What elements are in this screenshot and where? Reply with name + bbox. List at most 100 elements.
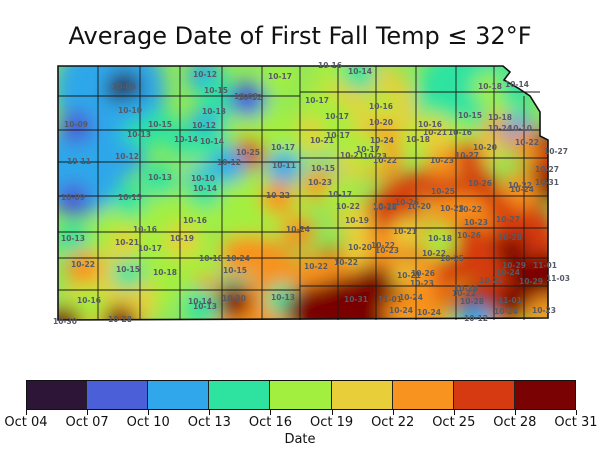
colorbar-tick-label: Oct 04 <box>4 415 48 430</box>
county-date-label: 10-28 <box>460 297 484 306</box>
colorbar-tick-label: Oct 07 <box>65 415 109 430</box>
field-blob <box>343 66 377 91</box>
field-blob <box>351 135 385 169</box>
county-date-label: 10-05 <box>112 82 136 91</box>
colorbar-tick-mark <box>331 410 333 415</box>
county-date-label: 10-21 <box>115 238 139 247</box>
colorbar-tick-label: Oct 19 <box>309 415 354 430</box>
colorbar-label: Date <box>284 432 316 447</box>
county-date-label: 10-13 <box>271 293 295 302</box>
county-date-label: 10-24 <box>370 136 394 145</box>
field-blob <box>473 72 507 106</box>
county-date-label: 10-23 <box>440 204 464 213</box>
county-date-label: 10-16 <box>183 216 207 225</box>
field-blob <box>366 231 400 265</box>
colorbar-tick-mark <box>514 410 516 415</box>
county-date-label: 10-10 <box>191 174 215 183</box>
county-date-label: 10-09 <box>64 120 88 129</box>
field-blob <box>229 82 263 116</box>
county-date-label: 10-25 <box>479 276 503 285</box>
field-blob <box>148 258 182 292</box>
county-date-label: 10-14 <box>505 80 529 89</box>
county-date-label: 10-16 <box>318 61 342 70</box>
county-date-label: 10-11 <box>67 157 91 166</box>
county-date-label: 10-18 <box>488 113 512 122</box>
county-date-label: 10-20 <box>407 202 431 211</box>
county-date-label: 10-15 <box>223 266 247 275</box>
county-date-label: 10-22 <box>336 202 360 211</box>
colorbar-tick-label: Oct 31 <box>554 415 598 430</box>
county-date-label: 10-17 <box>356 145 380 154</box>
field-blob <box>459 304 493 320</box>
county-date-label: 10-22 <box>452 289 476 298</box>
county-date-label: 10-23 <box>375 246 399 255</box>
field-blob <box>285 290 325 320</box>
county-date-label: 10-23 <box>430 156 454 165</box>
field-blob <box>110 142 144 176</box>
field-blob <box>412 298 446 320</box>
county-date-label: 10-27 <box>535 165 559 174</box>
colorbar-segment <box>270 380 332 410</box>
county-date-label: 10-22 <box>304 262 328 271</box>
field-blob <box>72 286 106 320</box>
county-date-label: 10-19 <box>345 216 369 225</box>
county-date-label: 10-23 <box>363 152 387 161</box>
county-date-label: 10-14 <box>174 135 198 144</box>
colorbar-tick-label: Oct 13 <box>187 415 231 430</box>
county-date-label: 10-15 <box>116 265 140 274</box>
field-blob <box>58 183 90 217</box>
temperature-field <box>58 66 548 320</box>
county-date-label: 10-22 <box>373 202 397 211</box>
county-date-label: 11-01 <box>498 296 522 305</box>
field-blob <box>323 180 357 214</box>
county-date-label: 10-25 <box>440 254 464 263</box>
field-blob <box>113 183 147 217</box>
county-date-label: 10-21 <box>423 128 447 137</box>
county-date-label: 10-18 <box>153 268 177 277</box>
field-blob <box>58 224 90 258</box>
county-labels: 10-16 10-05 10-12 10-15 10-17 10-14 10-12 10-18… <box>53 61 570 326</box>
field-blob <box>503 171 537 205</box>
county-date-label: 10-23 <box>532 306 556 315</box>
colorbar-segment <box>453 380 515 410</box>
county-date-label: 10-15 <box>118 193 142 202</box>
field-blob <box>169 125 203 159</box>
colorbar-tick-mark <box>87 410 89 415</box>
county-date-label: 10-10 <box>118 106 142 115</box>
county-date-label: 10-24 <box>496 268 520 277</box>
county-date-label: 10-16 <box>77 296 101 305</box>
county-date-label: 10-19 <box>170 234 194 243</box>
field-blob <box>117 76 129 88</box>
county-date-label: 10-24 <box>510 185 534 194</box>
county-date-label: 10-09 <box>234 92 258 101</box>
colorbar-tick-mark <box>26 410 27 415</box>
county-date-label: 10-28 <box>108 315 132 324</box>
field-blob <box>165 224 199 258</box>
county-date-label: 10-28 <box>454 284 478 293</box>
county-date-label: 10-15 <box>148 120 172 129</box>
field-blob <box>263 66 297 96</box>
field-blob <box>212 148 246 182</box>
county-date-label: 10-21 <box>393 227 417 236</box>
county-date-label: 10-22 <box>422 249 446 258</box>
field-blob <box>66 250 100 284</box>
county-date-label: 10-21 <box>340 151 364 160</box>
colorbar-tick-mark <box>270 410 272 415</box>
kansas-map: 10-16 10-05 10-12 10-15 10-17 10-14 10-12 10-18… <box>53 61 570 326</box>
county-date-label: 10-18 <box>199 254 223 263</box>
county-date-label: 10-29 <box>502 261 526 270</box>
county-date-label: 10-24 <box>226 254 250 263</box>
field-blob <box>267 151 301 185</box>
county-date-label: 10-25 <box>373 203 397 212</box>
county-boundaries <box>58 66 548 320</box>
county-date-label: 10-13 <box>61 234 85 243</box>
county-date-label: 10-17 <box>326 131 350 140</box>
field-blob <box>493 286 527 320</box>
county-date-label: 10-12 <box>217 158 241 167</box>
county-date-label: 10-14 <box>200 137 224 146</box>
county-date-label: 10-11 <box>272 161 296 170</box>
colorbar-segment <box>209 380 271 410</box>
county-date-label: 10-18 <box>406 135 430 144</box>
county-date-label: 10-24 <box>488 124 512 133</box>
field-blob <box>425 146 459 180</box>
